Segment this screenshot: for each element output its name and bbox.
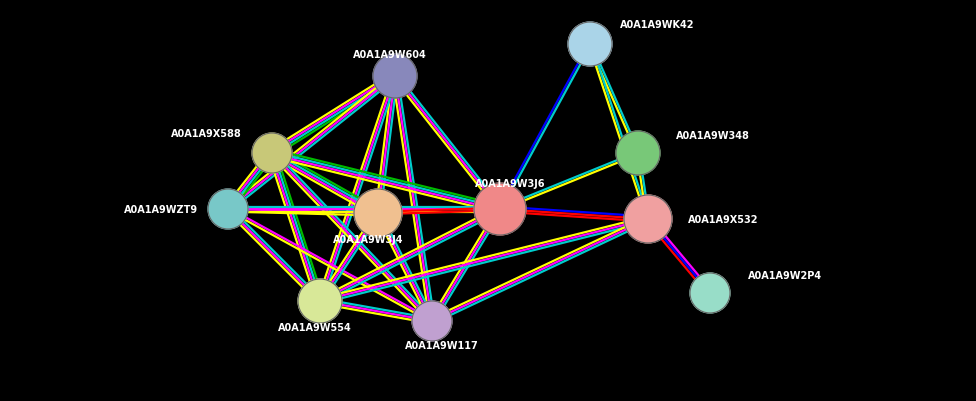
- Circle shape: [354, 190, 402, 237]
- Text: A0A1A9X532: A0A1A9X532: [688, 215, 758, 225]
- Circle shape: [298, 279, 342, 323]
- Circle shape: [412, 301, 452, 341]
- Circle shape: [624, 196, 672, 243]
- Circle shape: [568, 23, 612, 67]
- Text: A0A1A9WK42: A0A1A9WK42: [620, 20, 695, 30]
- Circle shape: [373, 55, 417, 99]
- Circle shape: [208, 190, 248, 229]
- Circle shape: [616, 132, 660, 176]
- Circle shape: [474, 184, 526, 235]
- Circle shape: [252, 134, 292, 174]
- Text: A0A1A9W3J4: A0A1A9W3J4: [333, 235, 403, 244]
- Text: A0A1A9W2P4: A0A1A9W2P4: [748, 270, 822, 280]
- Text: A0A1A9W117: A0A1A9W117: [405, 340, 479, 350]
- Circle shape: [690, 273, 730, 313]
- Text: A0A1A9W3J6: A0A1A9W3J6: [474, 178, 546, 188]
- Text: A0A1A9WZT9: A0A1A9WZT9: [124, 205, 198, 215]
- Text: A0A1A9W604: A0A1A9W604: [353, 50, 427, 60]
- Text: A0A1A9X588: A0A1A9X588: [171, 129, 242, 139]
- Text: A0A1A9W348: A0A1A9W348: [676, 131, 750, 141]
- Text: A0A1A9W554: A0A1A9W554: [278, 322, 352, 332]
